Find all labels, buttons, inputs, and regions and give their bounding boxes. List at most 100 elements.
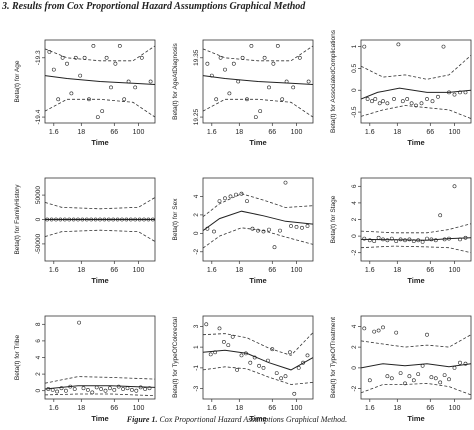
residual-point [77,320,82,325]
residual-point [389,376,394,381]
residual-point [271,61,276,66]
x-tick-label: 100 [291,267,303,274]
residual-point [262,55,267,60]
residual-point [362,326,367,331]
y-tick-label: 4 [351,324,358,328]
residual-point [235,367,240,372]
residual-point [84,217,89,222]
x-axis-title: Time [249,414,266,423]
plot-frame [202,39,314,124]
residual-point [409,101,414,106]
residual-point [60,55,65,60]
y-tick-label: 50000 [35,186,42,204]
x-tick-label: 100 [133,267,145,274]
residual-point [305,224,310,228]
upper-confidence-band [203,332,313,356]
residual-point [447,236,451,241]
smoothed-fit-line [45,385,155,390]
residual-point [137,217,142,222]
residual-point [411,378,416,383]
residual-point [150,217,155,222]
residual-point [287,350,292,355]
residual-point [120,217,124,222]
x-axis-title: Time [407,138,424,147]
residual-point [425,97,429,101]
y-tick-label: 4 [193,194,200,198]
x-tick-label: 18 [77,267,85,274]
lower-confidence-band [45,393,155,397]
residual-point [65,61,69,66]
x-tick-label: 66 [110,267,118,274]
y-axis-title: Beta(t) for AssociatedComplications [330,29,337,133]
residual-point [403,238,407,243]
x-tick-label: 1.6 [49,129,59,136]
x-tick-label: 100 [133,129,145,136]
residual-point [87,97,91,102]
residual-point [389,236,394,241]
residual-point [284,79,289,84]
upper-confidence-band [203,45,313,62]
residual-point [376,235,381,240]
x-tick-label: 66 [268,405,276,412]
x-tick-label: 100 [291,405,303,412]
upper-confidence-band [203,193,313,218]
residual-point [447,377,451,382]
residual-point [400,99,405,104]
plot-frame [44,39,156,124]
residual-point [365,97,370,101]
residual-point [51,67,56,72]
chart-panel-7: 1.6 18 66 100 0 2 4 6 8 Time Beta(t) for Tribe [14,315,156,423]
chart-panel-1: 1.6 18 66 100 -19.4 -19.3 Time Beta(t) for Age [14,39,156,147]
residual-point [398,371,403,376]
residual-point [252,355,257,360]
residual-point [99,387,104,391]
y-axis-title: Beta(t) for Sex [172,198,179,241]
residual-point [54,217,58,222]
y-tick-label: 0 [35,217,42,221]
residual-point [69,91,74,96]
residual-point [429,375,434,380]
residual-point [213,350,218,355]
residual-point [68,384,73,389]
residual-point [122,97,127,102]
residual-point [458,90,462,95]
residual-point [90,390,95,395]
y-tick-label: 4 [35,355,42,359]
residual-point [126,79,131,84]
residual-point [305,353,310,358]
residual-point [301,360,306,365]
residual-point [102,217,107,222]
lower-confidence-band [45,98,155,118]
residual-point [362,44,367,49]
y-tick-label: 19.35 [193,49,200,66]
y-axis-title: Beta(t) for TypeOfColorectal [172,317,179,398]
residual-point [433,376,438,381]
upper-confidence-band [361,223,471,234]
x-tick-label: 1.6 [49,405,59,412]
x-tick-label: 1.6 [365,267,375,274]
residual-point [283,180,288,185]
y-axis-title: Beta(t) for Stage [330,195,337,243]
x-tick-label: 66 [426,405,434,412]
upper-confidence-band [45,45,155,62]
residual-point [370,99,374,104]
chart-panel-3: 1.6 18 66 100 -0.5 0 0.5 1 Time Beta(t) for Assoc… [330,29,472,147]
residual-point [93,217,98,222]
residual-point [115,217,120,222]
residual-point [240,55,245,60]
residual-point [416,238,421,243]
y-tick-label: -2 [351,249,358,255]
residual-point [82,55,87,60]
residual-point [452,184,457,189]
upper-confidence-band [361,334,471,348]
residual-point [377,101,382,106]
residual-point [231,61,236,66]
residual-point [108,386,112,391]
x-tick-label: 66 [268,129,276,136]
residual-point [425,236,429,241]
residual-point [111,217,116,222]
smoothed-fit-line [203,349,313,371]
residual-point [71,217,76,222]
x-tick-label: 18 [393,129,401,136]
